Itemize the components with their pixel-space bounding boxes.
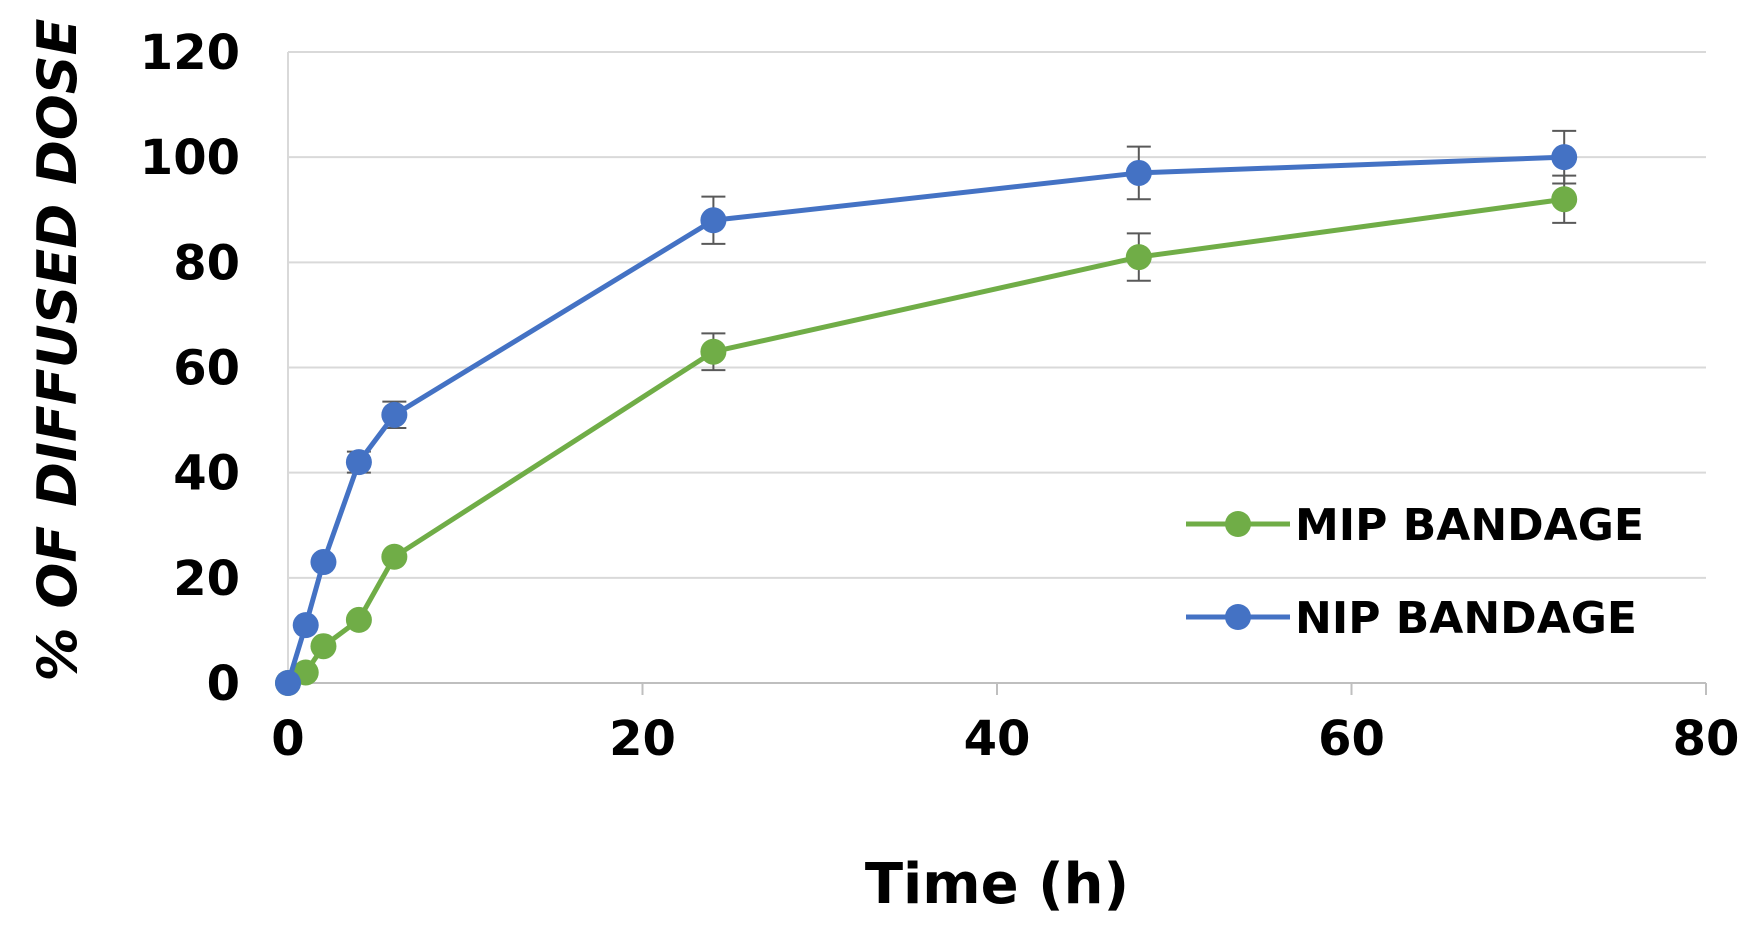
legend: MIP BANDAGE NIP BANDAGE [1186, 500, 1644, 644]
data-point-0-4 [381, 543, 408, 570]
y-tick-label-100: 100 [140, 130, 240, 186]
data-point-0-2 [310, 633, 337, 660]
gridlines [288, 51, 1706, 579]
legend-marker-1 [1225, 604, 1251, 630]
data-point-1-7 [1551, 144, 1578, 171]
data-point-1-1 [292, 612, 319, 639]
data-point-1-3 [345, 449, 372, 476]
series-1 [275, 129, 1578, 696]
x-tick-label-60: 60 [1318, 711, 1385, 767]
legend-marker-0 [1225, 511, 1251, 537]
x-tick-label-40: 40 [964, 711, 1031, 767]
x-tick-label-80: 80 [1673, 711, 1740, 767]
data-point-1-4 [381, 401, 408, 428]
y-tick-label-120: 120 [140, 25, 240, 81]
data-point-1-2 [310, 549, 337, 576]
x-tick-labels: 0 20 40 60 80 [271, 683, 1739, 767]
data-point-0-5 [700, 338, 727, 365]
data-point-1-0 [275, 670, 301, 696]
y-tick-label-80: 80 [173, 235, 240, 291]
series-group [275, 129, 1578, 696]
y-tick-labels: 0 20 40 60 80 100 120 [140, 25, 240, 712]
x-tick-label-0: 0 [271, 711, 304, 767]
y-tick-label-20: 20 [173, 551, 240, 607]
legend-label-1: NIP BANDAGE [1295, 593, 1637, 644]
x-axis-title: Time (h) [865, 852, 1129, 917]
data-point-1-6 [1125, 159, 1152, 186]
x-tick-label-20: 20 [609, 711, 676, 767]
y-tick-label-0: 0 [207, 656, 240, 712]
y-tick-label-40: 40 [173, 446, 240, 502]
legend-label-0: MIP BANDAGE [1295, 500, 1644, 551]
data-point-0-6 [1125, 244, 1152, 271]
y-tick-label-60: 60 [173, 341, 240, 397]
data-point-0-7 [1551, 186, 1578, 213]
y-axis-title: % OF DIFFUSED DOSE [26, 18, 89, 681]
data-point-1-5 [700, 207, 727, 234]
data-point-0-3 [345, 606, 372, 633]
